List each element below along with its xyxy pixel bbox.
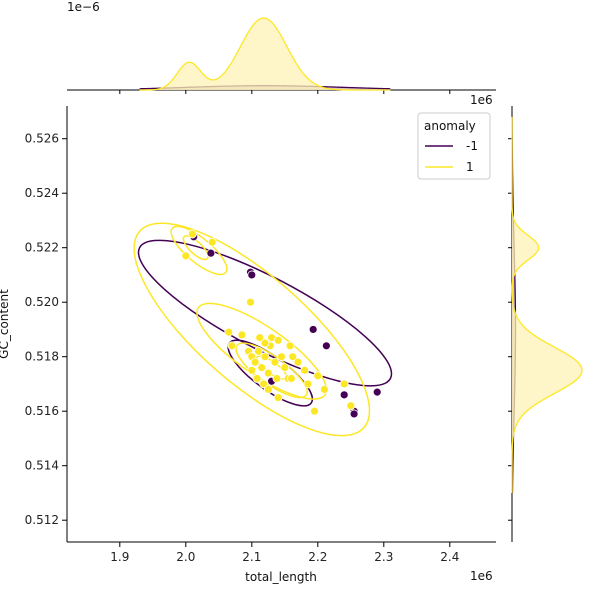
legend-entry-pos: 1 <box>466 160 474 174</box>
legend-box <box>417 112 491 180</box>
x-tick-label: 1.9 <box>110 550 129 564</box>
legend: anomaly -1 1 <box>417 112 491 180</box>
scatter-point-pos <box>260 338 270 348</box>
scatter-point-pos <box>181 251 191 261</box>
scatter-point-neg <box>247 270 257 280</box>
scatter-point-pos <box>319 384 329 394</box>
y-tick-label: 0.516 <box>25 404 59 418</box>
scatter-point-pos <box>187 229 197 239</box>
kde-contour-pos <box>170 225 228 276</box>
x-tick-label: 2.1 <box>242 550 261 564</box>
scatter-point-neg <box>206 248 216 258</box>
x-tick-label: 2.2 <box>308 550 327 564</box>
scatter-point-pos <box>207 237 217 247</box>
scatter-point-pos <box>286 374 296 383</box>
scatter-point-neg <box>349 409 359 419</box>
kde-contour-pos <box>182 235 209 261</box>
scatter-point-pos <box>310 406 319 416</box>
legend-entry-neg: -1 <box>466 139 478 153</box>
y-tick-label: 0.512 <box>25 513 59 527</box>
scatter-point-pos <box>272 374 282 383</box>
legend-title: anomaly <box>424 119 476 133</box>
y-tick-label: 0.522 <box>25 241 59 255</box>
x-axis-label: total_length <box>245 570 317 584</box>
right-marginal-line-pos <box>511 116 583 493</box>
scatter-point-pos <box>252 374 262 383</box>
scatter-point-pos <box>273 335 283 345</box>
kde-contour-pos <box>133 222 371 437</box>
scatter-point-pos <box>273 393 283 402</box>
scatter-point-neg <box>372 387 382 397</box>
scatter-point-pos <box>288 352 298 362</box>
y-axis-label: GC_content <box>0 289 11 359</box>
right-marginal-fill-pos <box>512 116 582 493</box>
scatter-points <box>181 229 382 419</box>
scatter-point-neg <box>308 325 318 334</box>
y-offset-text: 1e6 <box>470 93 493 107</box>
scatter-point-pos <box>300 365 310 375</box>
scatter-point-pos <box>270 357 280 367</box>
scatter-point-pos <box>285 341 295 351</box>
scatter-point-pos <box>250 357 260 367</box>
scatter-point-pos <box>263 368 273 378</box>
top-marginal-fill-pos <box>139 18 391 90</box>
scatter-point-pos <box>293 357 303 367</box>
x-ticks: 1.9 2.0 2.1 2.2 2.3 2.4 <box>110 542 459 564</box>
scatter-point-pos <box>227 341 237 351</box>
y-tick-label: 0.524 <box>25 186 59 200</box>
top-marginal-line-pos <box>139 17 391 91</box>
scatter-point-pos <box>237 330 247 340</box>
x-tick-label: 2.3 <box>374 550 393 564</box>
scatter-point-pos <box>280 363 290 373</box>
y-tick-label: 0.514 <box>25 459 59 473</box>
kde-contour-neg <box>137 239 393 387</box>
scatter-point-pos <box>263 384 273 394</box>
scatter-point-pos <box>277 352 286 362</box>
y-ticks: 0.512 0.514 0.516 0.518 0.520 0.522 0.524 0.526 <box>25 132 67 527</box>
scatter-point-pos <box>246 297 255 307</box>
right-marginal-axes <box>508 106 583 542</box>
scatter-point-pos <box>247 365 257 375</box>
scatter-point-pos <box>303 379 313 389</box>
x-offset-text: 1e6 <box>470 569 493 583</box>
scatter-point-neg <box>321 341 331 351</box>
x-tick-label: 2.0 <box>176 550 195 564</box>
scatter-point-pos <box>255 333 265 343</box>
y-tick-label: 0.526 <box>25 132 59 146</box>
x-tick-label: 2.4 <box>440 550 459 564</box>
scatter-point-pos <box>253 346 263 356</box>
y-tick-label: 0.520 <box>25 295 59 309</box>
top-marginal-axes <box>67 17 496 94</box>
scatter-point-neg <box>339 390 349 400</box>
scatter-point-pos <box>260 352 270 362</box>
scatter-point-pos <box>339 379 349 389</box>
scatter-point-pos <box>313 371 323 381</box>
scatter-point-pos <box>224 327 234 337</box>
scatter-point-pos <box>257 363 267 373</box>
scatter-point-pos <box>346 401 356 411</box>
y-tick-label: 0.518 <box>25 350 59 364</box>
top-marginal-offset-text: 1e−6 <box>67 0 100 14</box>
